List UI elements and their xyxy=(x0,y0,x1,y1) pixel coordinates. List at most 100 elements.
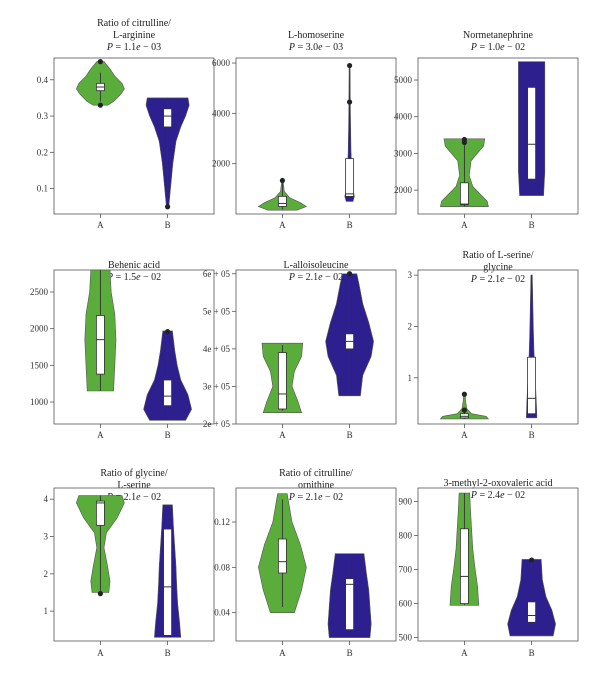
box-B xyxy=(527,86,536,180)
chart-title-line: Normetanephrine xyxy=(463,30,534,41)
y-tick-label: 3 xyxy=(44,532,49,542)
plot-frame xyxy=(417,57,579,215)
y-tick-label: 4 xyxy=(44,494,49,504)
plot-frame xyxy=(417,269,579,425)
y-tick-label: 4000 xyxy=(394,112,413,122)
outlier-point xyxy=(279,177,285,184)
p-value-label: P = 3.0e − 03 xyxy=(288,42,343,53)
y-tick-label: 900 xyxy=(399,497,413,507)
box-B xyxy=(163,379,173,407)
box-A xyxy=(459,182,469,206)
y-tick-label: 0.3 xyxy=(37,111,49,121)
y-tick-label: 3e + 05 xyxy=(203,381,231,391)
outlier-point xyxy=(97,102,103,108)
outlier-point xyxy=(165,204,171,210)
y-tick-label: 0.2 xyxy=(37,147,48,157)
x-tick-label: A xyxy=(279,648,286,658)
y-tick-label: 2 xyxy=(408,321,413,331)
y-tick-label: 3000 xyxy=(394,148,413,158)
y-tick-label: 2500 xyxy=(30,287,49,297)
chart-title-line: Ratio of glycine/ xyxy=(100,468,167,479)
x-tick-label: A xyxy=(97,220,104,230)
box-A xyxy=(277,352,287,410)
chart-title-line: Ratio of citrulline/ xyxy=(279,468,353,479)
box-A xyxy=(459,413,469,419)
y-tick-label: 0.1 xyxy=(37,184,48,194)
plot-frame xyxy=(53,487,215,642)
chart-title-line: Behenic acid xyxy=(108,260,160,271)
outlier-point xyxy=(165,329,171,335)
box-B xyxy=(345,578,355,631)
chart-title-line: ornithine xyxy=(298,480,335,491)
chart-title-line: L-serine xyxy=(117,480,151,491)
x-tick-label: A xyxy=(97,430,104,440)
y-tick-label: 2000 xyxy=(30,324,49,334)
y-tick-label: 3 xyxy=(408,270,413,280)
x-tick-label: B xyxy=(165,220,171,230)
x-tick-label: A xyxy=(461,220,468,230)
chart-title-line: L-alloisoleucine xyxy=(284,260,350,271)
chart-title-line: glycine xyxy=(483,262,513,273)
x-tick-label: B xyxy=(165,648,171,658)
outlier-point xyxy=(461,136,467,143)
p-value-label: P = 1.1e − 03 xyxy=(106,42,161,53)
y-tick-label: 500 xyxy=(399,633,413,643)
plot-frame xyxy=(417,487,579,642)
box-B xyxy=(527,356,536,415)
box-B xyxy=(163,108,173,128)
y-tick-label: 6000 xyxy=(212,58,231,68)
x-tick-label: B xyxy=(529,648,535,658)
box-A xyxy=(459,528,469,604)
x-tick-label: A xyxy=(279,430,286,440)
y-tick-label: 600 xyxy=(399,599,413,609)
y-tick-label: 700 xyxy=(399,565,413,575)
plot-frame xyxy=(235,487,397,642)
y-tick-label: 2e + 05 xyxy=(203,419,231,429)
x-tick-label: B xyxy=(529,220,535,230)
y-tick-label: 1 xyxy=(408,373,413,383)
box-B xyxy=(345,158,355,197)
y-tick-label: 0.04 xyxy=(214,608,230,618)
x-tick-label: A xyxy=(461,648,468,658)
outlier-point xyxy=(529,557,535,563)
box-A xyxy=(96,315,105,375)
x-tick-label: B xyxy=(347,430,353,440)
p-value-label: P = 1.5e − 02 xyxy=(106,272,161,283)
outlier-point xyxy=(97,59,103,65)
y-tick-label: 5000 xyxy=(394,75,413,85)
y-tick-label: 4e + 05 xyxy=(203,344,231,354)
p-value-label: P = 2.1e − 02 xyxy=(288,492,343,503)
box-A xyxy=(277,195,287,207)
box-A xyxy=(96,500,105,526)
box-A xyxy=(277,538,287,574)
plot-frame xyxy=(53,269,215,425)
chart-title-line: Ratio of citrulline/ xyxy=(97,18,171,29)
plot-frame xyxy=(235,57,397,215)
y-tick-label: 2 xyxy=(44,569,49,579)
outlier-point xyxy=(347,99,353,105)
p-value-label: P = 2.1e − 02 xyxy=(470,274,525,285)
y-tick-label: 6e + 05 xyxy=(203,269,231,279)
outlier-point xyxy=(347,271,353,277)
plot-frame xyxy=(53,57,215,215)
chart-title-line: L-homoserine xyxy=(288,30,345,41)
p-value-label: P = 2.4e − 02 xyxy=(470,490,525,501)
x-tick-label: A xyxy=(461,430,468,440)
box-B xyxy=(527,601,536,623)
chart-title-line: L-arginine xyxy=(113,30,156,41)
y-tick-label: 1000 xyxy=(30,397,49,407)
x-tick-label: B xyxy=(347,220,353,230)
y-tick-label: 2000 xyxy=(394,185,413,195)
plot-frame xyxy=(235,269,397,425)
x-tick-label: B xyxy=(529,430,535,440)
y-tick-label: 0.08 xyxy=(214,562,230,572)
